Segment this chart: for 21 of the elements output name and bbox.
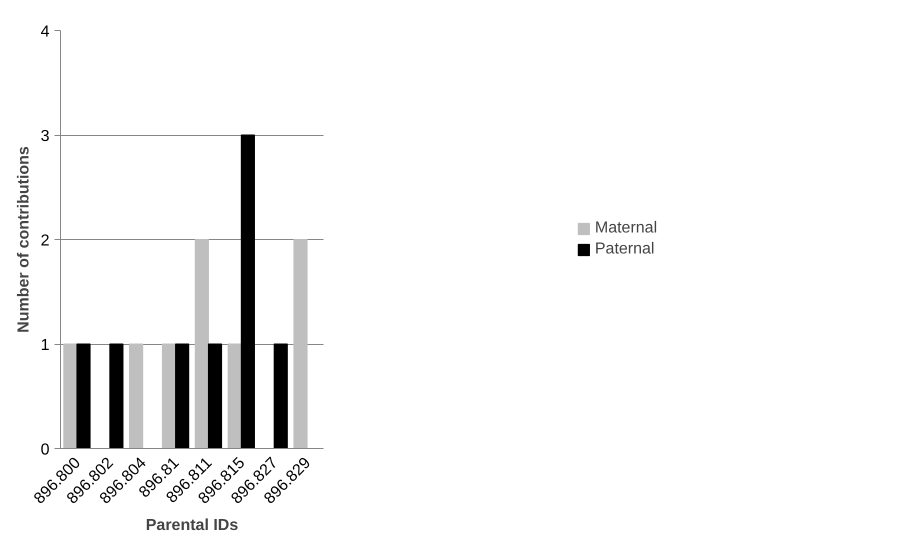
y-tick-label: 3 — [40, 128, 50, 145]
y-tick-label: 1 — [40, 337, 50, 354]
bar — [129, 344, 144, 448]
y-tick-label: 2 — [40, 232, 50, 250]
bar — [240, 134, 255, 448]
bar — [175, 344, 190, 448]
bar — [194, 239, 209, 448]
y-axis-title: Number of contributions — [16, 146, 33, 333]
x-axis-title: Parental IDs — [146, 516, 238, 534]
y-tick-label: 4 — [40, 24, 50, 40]
legend-label: Maternal — [594, 220, 658, 238]
bar — [293, 239, 308, 448]
bar — [208, 344, 222, 448]
bar — [274, 344, 288, 448]
bar — [162, 344, 176, 448]
y-tick-label: 0 — [40, 442, 50, 458]
bar — [109, 344, 124, 448]
legend-label: Paternal — [594, 240, 654, 258]
bar — [76, 344, 91, 448]
bar — [63, 344, 78, 448]
bar — [228, 344, 242, 448]
